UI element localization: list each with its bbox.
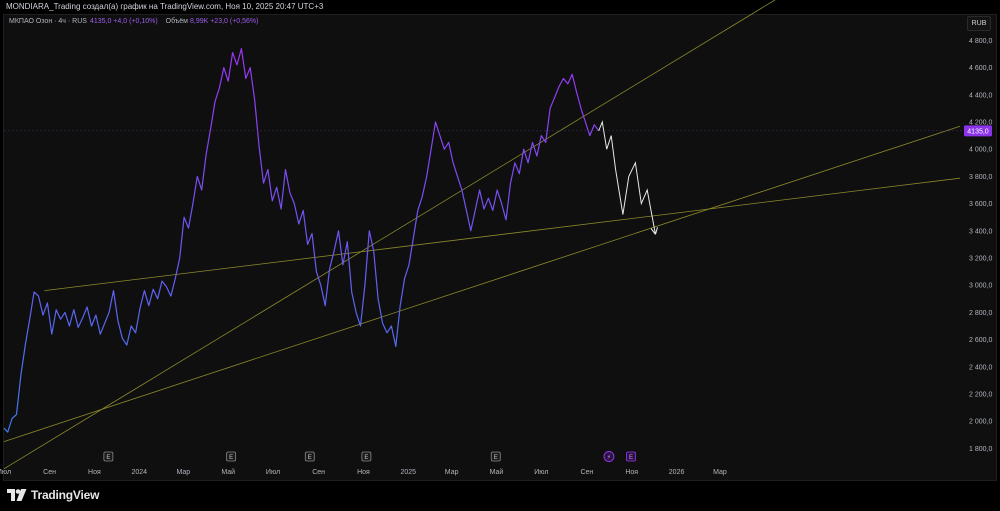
last-price-label: 4135,0 <box>967 128 989 135</box>
x-tick-label: Мар <box>713 469 727 476</box>
y-tick-label: 3 000,0 <box>969 283 992 290</box>
y-tick-label: 2 600,0 <box>969 337 992 344</box>
forecast-line <box>598 120 656 234</box>
x-tick-label: Сен <box>43 469 56 476</box>
x-tick-label: 2026 <box>669 469 685 476</box>
y-axis[interactable]: 1 800,0 2 000,0 2 200,0 2 400,0 2 600,0 2 800… <box>969 38 992 453</box>
x-tick-label: Май <box>221 468 235 476</box>
x-tick-label: Июл <box>0 469 11 476</box>
last-price-badge <box>964 125 992 137</box>
x-tick-label: Сен <box>312 469 325 476</box>
x-tick-label: Ноя <box>625 469 638 476</box>
x-tick-label: Мар <box>445 469 459 476</box>
y-tick-label: 3 200,0 <box>969 256 992 263</box>
dividend-marker-label: ⚡ <box>607 453 612 461</box>
trendline-1 <box>3 0 776 470</box>
chart-header: MONDIARA_Trading создал(а) график на Tra… <box>6 2 324 11</box>
y-tick-label: 3 600,0 <box>969 201 992 208</box>
earnings-marker-label: E <box>308 455 312 461</box>
y-tick-label: 2 000,0 <box>969 419 992 426</box>
earnings-marker-label: E <box>229 455 233 461</box>
y-tick-label: 4 600,0 <box>969 65 992 72</box>
forecast-group <box>598 120 656 234</box>
x-tick-label: Мар <box>177 469 191 476</box>
earnings-marker-label: E <box>106 455 110 461</box>
y-tick-label: 3 800,0 <box>969 174 992 181</box>
x-tick-label: Июл <box>266 469 280 476</box>
x-tick-label: Май <box>490 468 504 476</box>
x-tick-label: 2025 <box>400 469 416 476</box>
x-tick-label: Июл <box>534 469 548 476</box>
x-tick-label: Ноя <box>88 469 101 476</box>
symbol-values: 4135,0 +4,0 (+0,10%) <box>89 18 158 25</box>
earnings-marker <box>626 451 636 462</box>
y-tick-label: 1 800,0 <box>969 446 992 453</box>
footer-bar <box>0 481 1000 511</box>
x-tick-label: Сен <box>580 469 593 476</box>
tradingview-logo[interactable]: TradingView <box>7 488 99 502</box>
symbol-legend[interactable]: МКПАО Озон · 4ч · RUS 4135,0 +4,0 (+0,10%… <box>9 17 258 27</box>
volume-label: Объём <box>165 18 188 25</box>
trendline-3 <box>44 177 961 292</box>
x-tick-label: 2024 <box>131 469 147 476</box>
x-tick-label: Ноя <box>357 469 370 476</box>
trendline-2 <box>3 125 961 442</box>
brand-name: TradingView <box>31 488 100 502</box>
earnings-marker <box>304 451 315 462</box>
volume-values: 8,99K +23,0 (+0,56%) <box>189 18 259 25</box>
y-tick-label: 3 400,0 <box>969 228 992 235</box>
y-tick-label: 4 800,0 <box>969 38 992 45</box>
event-markers: E E E E E ⚡ E <box>103 451 636 462</box>
y-tick-label: 2 800,0 <box>969 310 992 317</box>
earnings-marker-label: E <box>364 455 368 461</box>
dividend-marker <box>603 451 615 462</box>
price-series-group <box>3 48 600 433</box>
y-tick-label: 4 200,0 <box>969 120 992 127</box>
chart-area[interactable] <box>3 14 997 481</box>
symbol-name: МКПАО Озон · 4ч · RUS <box>9 18 87 25</box>
earnings-marker <box>490 451 501 462</box>
y-tick-label: 2 400,0 <box>969 364 992 371</box>
trendlines-group <box>3 0 961 470</box>
earnings-marker-label: E <box>494 455 498 461</box>
y-tick-label: 2 200,0 <box>969 392 992 399</box>
last-price-label-group: 4135,0 <box>4 125 992 137</box>
earnings-marker <box>103 451 114 462</box>
y-tick-label: 4 000,0 <box>969 147 992 154</box>
earnings-marker <box>361 451 372 462</box>
price-chart[interactable]: 1 800,0 2 000,0 2 200,0 2 400,0 2 600,0 2 800… <box>0 0 1000 481</box>
earnings-marker-label: E <box>629 455 633 461</box>
currency-button[interactable]: RUB <box>967 16 991 31</box>
tradingview-logo-icon <box>7 489 27 501</box>
y-tick-label: 4 400,0 <box>969 92 992 99</box>
x-axis[interactable]: Июл Сен Ноя 2024 Мар Май Июл Сен Ноя 2025 Мар Май Ию… <box>0 468 727 476</box>
price-line <box>3 48 600 433</box>
earnings-marker <box>226 451 237 462</box>
